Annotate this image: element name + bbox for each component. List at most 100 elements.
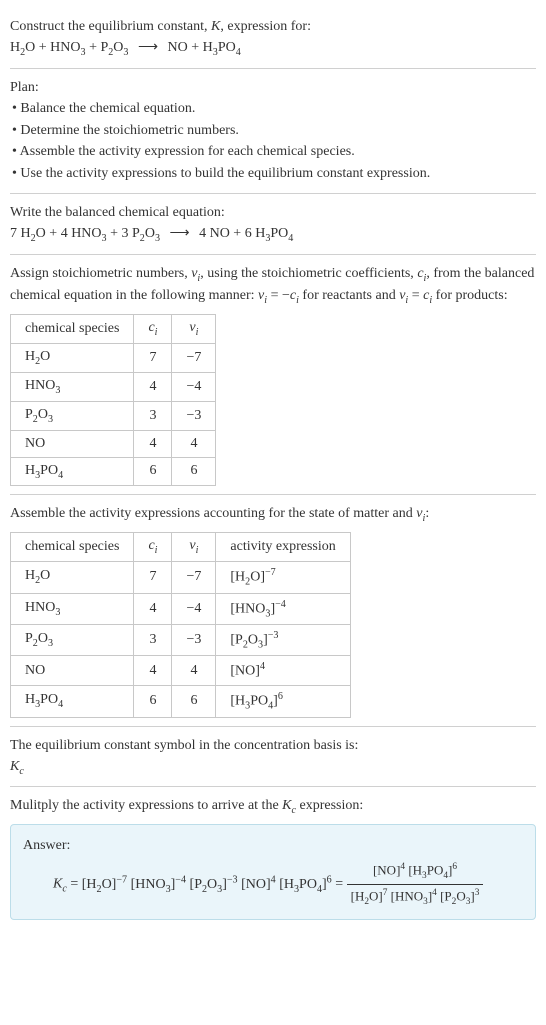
eq-part: NO + H	[168, 40, 213, 55]
reaction-arrow-icon: ⟶	[132, 40, 164, 55]
table-row: P2O3 3 −3 [P2O3]−3	[11, 624, 351, 655]
multiply-text: Mulitply the activity expressions to arr…	[10, 795, 536, 818]
sp: H	[25, 349, 35, 364]
answer-label: Answer:	[23, 835, 523, 856]
eq-part: O	[113, 40, 123, 55]
symbol-text: The equilibrium constant symbol in the c…	[10, 735, 536, 756]
v-cell: −4	[172, 593, 216, 624]
plan-list: Balance the chemical equation. Determine…	[10, 98, 536, 185]
intro-text-a: Construct the equilibrium constant,	[10, 19, 211, 34]
tb: O	[456, 889, 465, 904]
ab: [NO]	[230, 664, 260, 679]
text: = −	[267, 288, 290, 303]
c-cell: 4	[134, 656, 172, 686]
balanced-equation: 7 H2O + 4 HNO3 + 3 P2O3 ⟶ 4 NO + 6 H3PO4	[10, 223, 536, 246]
text: Assemble the activity expressions accoun…	[10, 506, 416, 521]
exp: 6	[452, 862, 457, 872]
coef: 7	[10, 226, 17, 241]
ab: [P	[230, 633, 242, 648]
sp: P	[25, 631, 33, 646]
assemble-text: Assemble the activity expressions accoun…	[10, 503, 536, 526]
plan-item: Determine the stoichiometric numbers.	[12, 120, 536, 142]
exp: 4	[271, 874, 276, 885]
assign-text: Assign stoichiometric numbers, νi, using…	[10, 263, 536, 309]
intro-section: Construct the equilibrium constant, K, e…	[10, 8, 536, 69]
c-cell: 4	[134, 430, 172, 457]
table-row: H3PO4 6 6 [H3PO4]6	[11, 686, 351, 717]
v-cell: −7	[172, 562, 216, 593]
intro-text-b: , expression for:	[220, 19, 311, 34]
text: Mulitply the activity expressions to arr…	[10, 798, 282, 813]
species-cell: NO	[11, 430, 134, 457]
text: for products:	[432, 288, 507, 303]
col-ci: ci	[134, 315, 172, 344]
ab: PO	[250, 694, 268, 709]
species-cell: P2O3	[11, 624, 134, 655]
sp: NO	[25, 436, 45, 451]
term: [H3PO4]6	[279, 877, 332, 892]
col-vi: νi	[172, 315, 216, 344]
eq-part: O + HNO	[25, 40, 80, 55]
col-vi: νi	[172, 533, 216, 562]
sub-c: c	[19, 765, 23, 776]
plan-item: Assemble the activity expression for eac…	[12, 141, 536, 163]
exp: −3	[268, 630, 279, 641]
activity-cell: [H3PO4]6	[216, 686, 350, 717]
eq-lhs: H2O + HNO3 + P2O3	[10, 40, 132, 55]
ab: O]	[250, 570, 265, 585]
sp: H	[25, 692, 35, 707]
sub: 3	[102, 232, 107, 243]
table-header-row: chemical species ci νi	[11, 315, 216, 344]
exp: −3	[227, 874, 238, 885]
tb: [HNO	[131, 877, 166, 892]
exp: −7	[265, 567, 276, 578]
table-row: P2O3 3 −3	[11, 401, 216, 430]
species-cell: HNO3	[11, 372, 134, 401]
v-cell: −3	[172, 401, 216, 430]
sp: NO	[25, 663, 45, 678]
species-cell: H2O	[11, 562, 134, 593]
eq-part: + P	[86, 40, 109, 55]
activity-cell: [HNO3]−4	[216, 593, 350, 624]
sub: 3	[48, 414, 53, 425]
sub: 3	[265, 232, 270, 243]
tb: [H	[82, 877, 97, 892]
c-cell: 7	[134, 344, 172, 373]
eq-sub: 4	[236, 47, 241, 58]
col-ci: ci	[134, 533, 172, 562]
eq-part: H	[10, 40, 20, 55]
stoich-table-2: chemical species ci νi activity expressi…	[10, 532, 351, 717]
answer-box: Answer: Kc = [H2O]−7 [HNO3]−4 [P2O3]−3 […	[10, 824, 536, 920]
sp: PO	[40, 692, 58, 707]
tb: O]	[369, 889, 383, 904]
sp: H	[25, 568, 35, 583]
k: K	[53, 877, 62, 892]
activity-cell: [NO]4	[216, 656, 350, 686]
exp: 7	[383, 888, 388, 898]
sub: 3	[155, 232, 160, 243]
plan-item: Use the activity expressions to build th…	[12, 163, 536, 185]
intro-equation: H2O + HNO3 + P2O3 ⟶ NO + H3PO4	[10, 37, 536, 60]
activity-cell: [H2O]−7	[216, 562, 350, 593]
species-cell: HNO3	[11, 593, 134, 624]
coef: 4	[199, 226, 206, 241]
tb: [NO]	[241, 877, 271, 892]
sp: O	[40, 349, 50, 364]
kc-symbol: Kc	[10, 756, 536, 779]
sub-i: i	[155, 545, 158, 556]
tb: [H	[279, 877, 294, 892]
table-row: HNO3 4 −4	[11, 372, 216, 401]
k: K	[10, 759, 19, 774]
stoich-table-1: chemical species ci νi H2O 7 −7 HNO3 4 −…	[10, 314, 216, 486]
tb: [P	[440, 889, 452, 904]
coef: 6	[245, 226, 252, 241]
plan-section: Plan: Balance the chemical equation. Det…	[10, 69, 536, 194]
c-cell: 6	[134, 686, 172, 717]
sp: O	[40, 568, 50, 583]
plan-title: Plan:	[10, 77, 536, 98]
ab: [H	[230, 694, 245, 709]
v-cell: 4	[172, 430, 216, 457]
activity-cell: [P2O3]−3	[216, 624, 350, 655]
sub: 3	[55, 385, 60, 396]
assign-section: Assign stoichiometric numbers, νi, using…	[10, 255, 536, 496]
